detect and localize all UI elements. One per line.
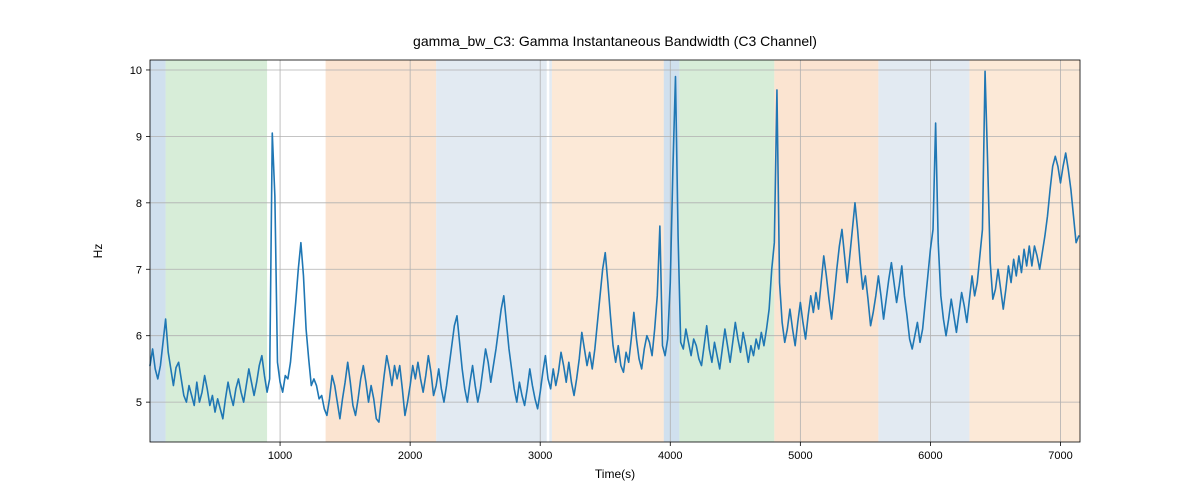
x-axis-label: Time(s) xyxy=(595,467,635,481)
x-tick-label: 5000 xyxy=(788,450,812,462)
x-tick-label: 3000 xyxy=(528,450,552,462)
band xyxy=(679,60,774,442)
x-tick-label: 6000 xyxy=(918,450,942,462)
line-chart: 5 6 7 8 9 10 1000 2000 3000 4000 5000 6000 7000 gam… xyxy=(0,0,1200,500)
chart-container: 5 6 7 8 9 10 1000 2000 3000 4000 5000 6000 7000 gam… xyxy=(0,0,1200,500)
y-ticks: 5 6 7 8 9 10 xyxy=(130,65,150,409)
x-tick-label: 7000 xyxy=(1048,450,1072,462)
y-tick-label: 5 xyxy=(136,397,142,409)
y-tick-label: 8 xyxy=(136,198,142,210)
band xyxy=(326,60,437,442)
x-tick-label: 2000 xyxy=(398,450,422,462)
band xyxy=(878,60,969,442)
band xyxy=(552,60,664,442)
band xyxy=(436,60,547,442)
x-ticks: 1000 2000 3000 4000 5000 6000 7000 xyxy=(268,442,1073,462)
band xyxy=(150,60,166,442)
y-tick-label: 9 xyxy=(136,131,142,143)
chart-title: gamma_bw_C3: Gamma Instantaneous Bandwid… xyxy=(413,33,817,49)
band xyxy=(774,60,878,442)
y-tick-label: 7 xyxy=(136,264,142,276)
x-tick-label: 1000 xyxy=(268,450,292,462)
y-tick-label: 10 xyxy=(130,65,142,77)
y-axis-label: Hz xyxy=(91,244,105,259)
x-tick-label: 4000 xyxy=(658,450,682,462)
y-tick-label: 6 xyxy=(136,331,142,343)
